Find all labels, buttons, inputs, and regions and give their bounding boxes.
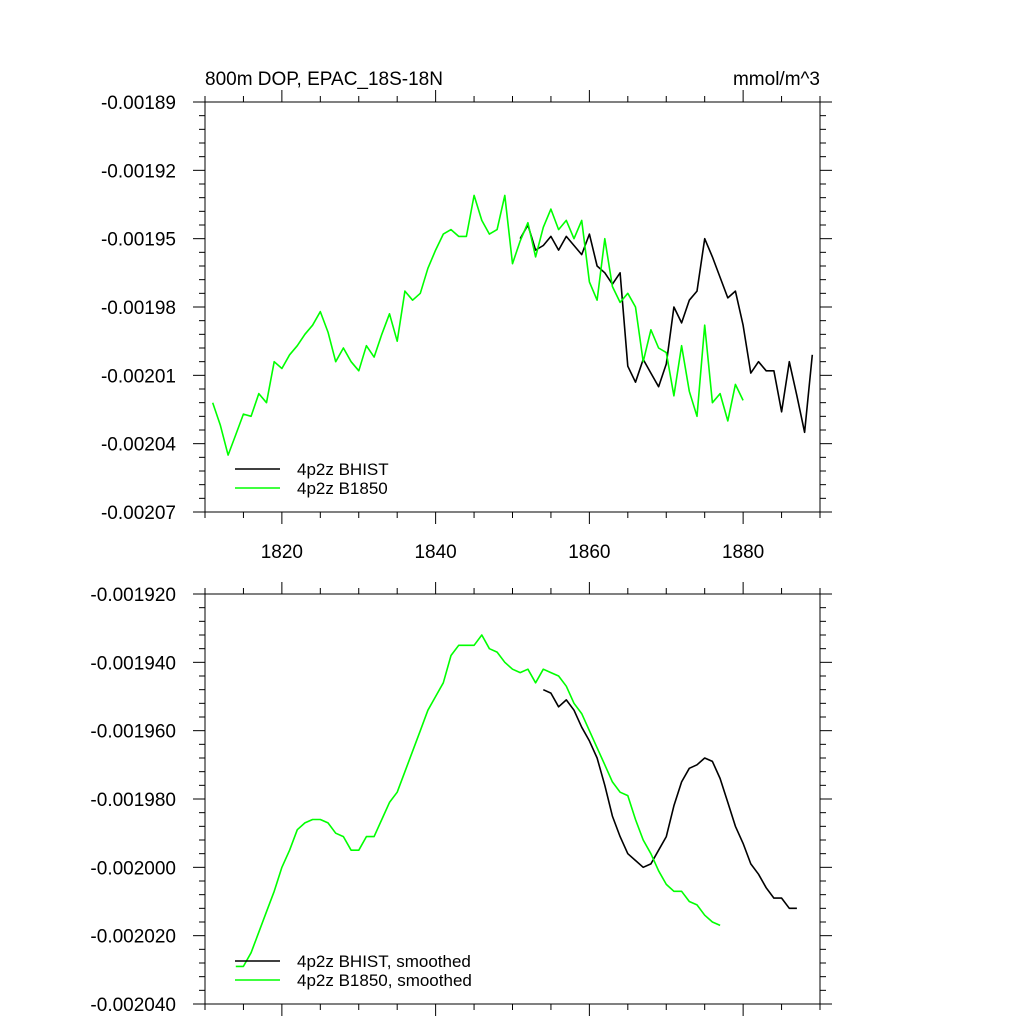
series-line-b1850 xyxy=(235,634,721,968)
series-line-bhist xyxy=(542,688,797,910)
legend-label: 4p2z BHIST xyxy=(297,460,389,479)
y-tick-label: -0.001920 xyxy=(90,585,176,606)
y-tick-label: -0.001940 xyxy=(90,653,176,674)
series-line-bhist xyxy=(519,224,814,434)
y-tick-label: -0.00204 xyxy=(101,435,176,456)
legend-label: 4p2z B1850, smoothed xyxy=(297,971,472,990)
y-tick-label: -0.00192 xyxy=(101,161,176,182)
y-tick-label: -0.002040 xyxy=(90,995,176,1016)
legend-label: 4p2z B1850 xyxy=(297,479,388,498)
y-tick-label: -0.00198 xyxy=(101,298,176,319)
x-tick-label: 1880 xyxy=(722,542,764,563)
x-tick-label: 1860 xyxy=(568,542,610,563)
y-tick-label: -0.001980 xyxy=(90,790,176,811)
y-tick-label: -0.00195 xyxy=(101,230,176,251)
series-line-b1850 xyxy=(211,194,744,456)
units-label: mmol/m^3 xyxy=(733,69,820,90)
x-tick-label: 1840 xyxy=(414,542,456,563)
y-tick-label: -0.00201 xyxy=(101,366,176,387)
y-tick-label: -0.00207 xyxy=(101,503,176,524)
plot-frame xyxy=(204,593,821,1005)
plot-bottom: -0.002040 -0.002020 -0.002000 -0.001980 -0.0… xyxy=(90,582,832,1016)
y-tick-label: -0.002000 xyxy=(90,858,176,879)
plot-frame xyxy=(204,101,821,513)
chart-title: 800m DOP, EPAC_18S-18N xyxy=(205,69,443,90)
y-tick-label: -0.002020 xyxy=(90,927,176,948)
x-tick-label: 1820 xyxy=(261,542,303,563)
plot-top: -0.00207 -0.00204 -0.00201 -0.00198 -0.00195… xyxy=(101,69,832,563)
y-tick-label: -0.001960 xyxy=(90,722,176,743)
legend-label: 4p2z BHIST, smoothed xyxy=(297,952,471,971)
y-tick-label: -0.00189 xyxy=(101,93,176,114)
